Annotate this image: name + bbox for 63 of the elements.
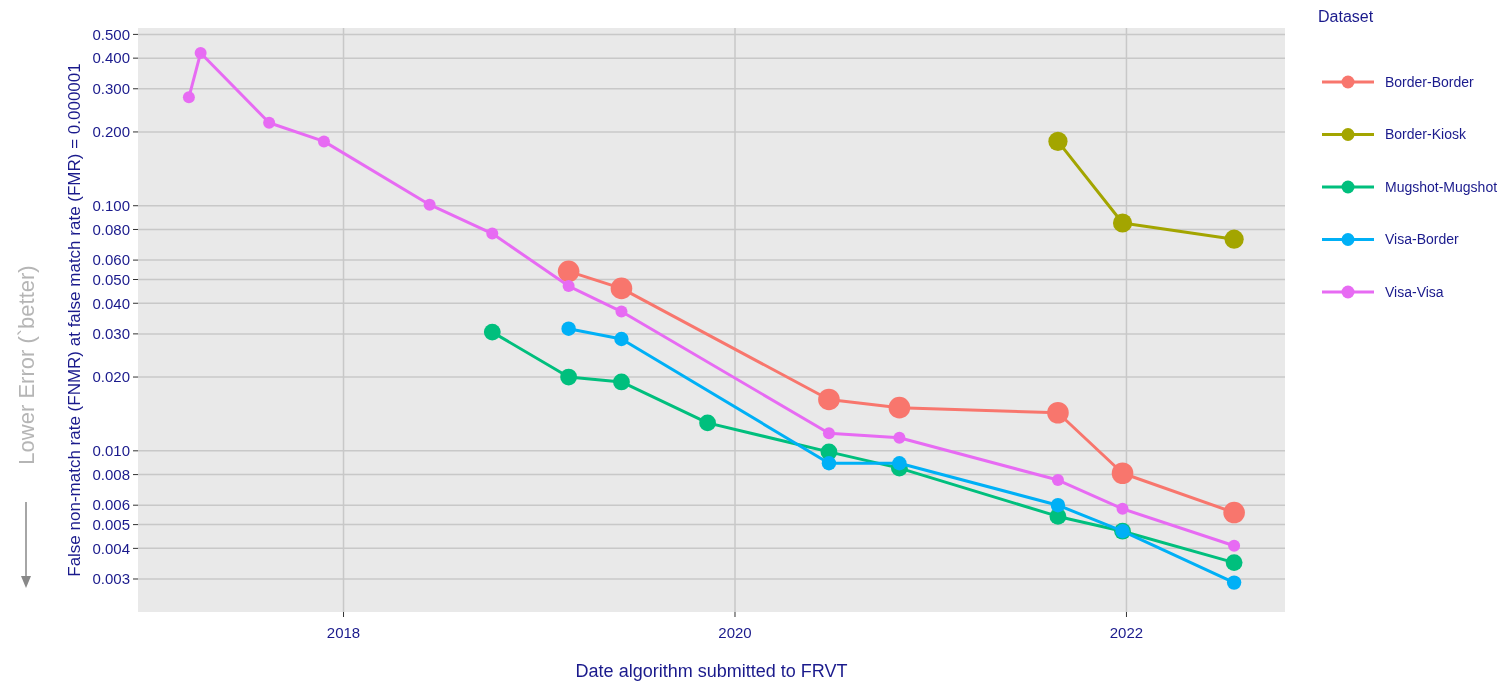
legend-label: Border-Kiosk xyxy=(1385,126,1467,143)
y-tick-label: 0.040 xyxy=(92,294,130,312)
y-tick-label: 0.200 xyxy=(92,123,130,141)
legend-label: Visa-Border xyxy=(1385,231,1459,248)
point xyxy=(1228,539,1241,552)
y-tick-label: 0.010 xyxy=(92,442,130,460)
point xyxy=(1111,462,1134,485)
point xyxy=(1050,498,1066,513)
point xyxy=(822,427,835,440)
point xyxy=(182,91,195,104)
y-tick-label: 0.100 xyxy=(92,196,130,214)
point xyxy=(1048,131,1068,151)
point xyxy=(562,280,575,293)
point xyxy=(1226,575,1242,590)
point xyxy=(893,431,906,444)
point xyxy=(557,260,580,283)
point xyxy=(1051,474,1064,487)
legend-label: Visa-Visa xyxy=(1385,283,1444,300)
point xyxy=(483,323,501,341)
point xyxy=(892,456,907,471)
y-tick-label: 0.060 xyxy=(92,251,130,269)
y-tick-label: 0.008 xyxy=(92,465,130,483)
point xyxy=(561,321,576,336)
point xyxy=(613,373,630,391)
y-axis-title: False non-match rate (FNMR) at false match rate (FMR) = 0.000001 xyxy=(64,63,84,577)
point xyxy=(610,277,633,300)
x-tick-label: 2020 xyxy=(718,624,752,641)
x-axis-title: Date algorithm submitted to FRVT xyxy=(575,661,848,681)
y-tick-label: 0.500 xyxy=(92,25,130,43)
point xyxy=(614,331,629,347)
point xyxy=(1047,401,1069,424)
y-tick-label: 0.400 xyxy=(92,49,130,67)
point xyxy=(699,414,716,432)
point xyxy=(486,227,499,240)
text: Lower Error (`better) xyxy=(13,265,39,465)
point xyxy=(194,46,207,59)
y-tick-label: 0.300 xyxy=(92,80,130,98)
legend-label: Mugshot-Mugshot xyxy=(1385,178,1498,195)
y-tick-label: 0.004 xyxy=(92,539,130,557)
y-tick-label: 0.020 xyxy=(92,368,130,386)
x-tick-label: 2022 xyxy=(1109,624,1144,641)
legend-title: Dataset xyxy=(1318,8,1374,25)
y-tick-label: 0.003 xyxy=(92,570,130,588)
point xyxy=(1225,554,1243,571)
y-tick-label: 0.080 xyxy=(92,220,130,238)
point xyxy=(317,135,330,148)
y-tick-label: 0.005 xyxy=(92,515,130,533)
point xyxy=(560,368,578,386)
y-tick-label: 0.050 xyxy=(92,270,130,288)
point xyxy=(888,396,911,419)
legend-label: Border-Border xyxy=(1385,73,1475,90)
y-tick-label: 0.030 xyxy=(92,325,130,343)
point xyxy=(615,305,628,318)
point xyxy=(423,198,436,211)
point xyxy=(1224,229,1244,249)
point xyxy=(1112,213,1133,233)
y-tick-label: 0.006 xyxy=(92,496,130,514)
point xyxy=(818,388,840,411)
point xyxy=(1116,502,1129,515)
point xyxy=(1223,501,1245,524)
point xyxy=(821,456,837,471)
point xyxy=(263,116,276,129)
x-tick-label: 2018 xyxy=(326,624,361,641)
